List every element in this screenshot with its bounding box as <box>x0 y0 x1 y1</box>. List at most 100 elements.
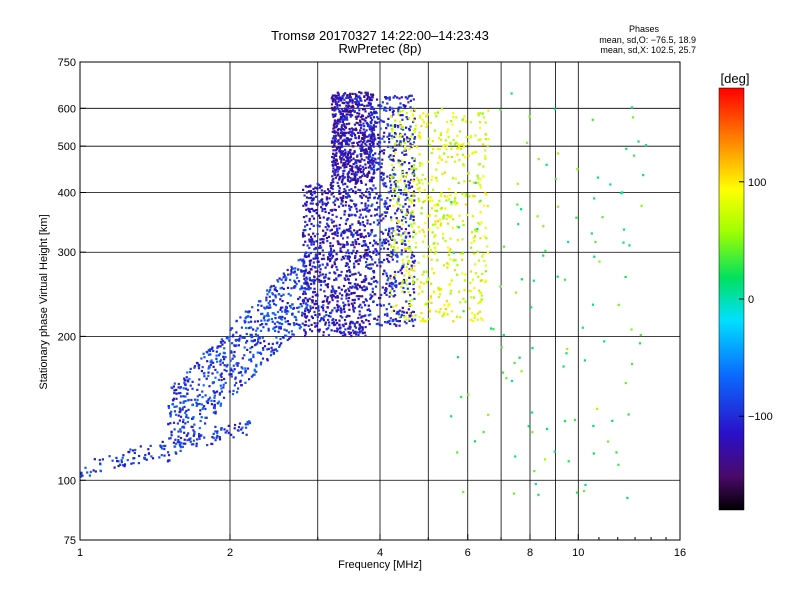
data-point <box>317 305 320 308</box>
data-point <box>326 283 330 286</box>
data-point <box>240 366 243 369</box>
data-point <box>220 387 223 390</box>
data-point <box>182 395 185 398</box>
data-point <box>307 233 310 236</box>
data-point <box>463 180 466 183</box>
data-point <box>207 398 210 401</box>
data-point <box>225 365 228 368</box>
data-point <box>449 248 452 251</box>
data-point <box>364 110 367 113</box>
data-point <box>163 447 166 451</box>
data-point <box>353 229 356 232</box>
data-point <box>341 121 345 124</box>
data-point <box>393 125 396 128</box>
data-point <box>407 239 410 243</box>
data-point <box>278 293 281 296</box>
data-point <box>99 462 102 465</box>
data-point <box>345 139 349 142</box>
data-point <box>396 255 399 259</box>
data-point <box>182 401 185 404</box>
data-point <box>318 328 321 331</box>
data-point <box>471 194 474 197</box>
data-point <box>235 381 238 384</box>
data-point <box>376 161 379 164</box>
data-point <box>366 206 369 210</box>
data-point <box>283 328 286 331</box>
data-point <box>421 173 424 176</box>
data-point <box>319 268 322 271</box>
data-point <box>345 251 348 254</box>
data-point <box>458 145 461 148</box>
data-point <box>202 352 205 355</box>
data-point <box>407 308 410 311</box>
data-point <box>567 240 570 244</box>
data-point <box>280 342 283 345</box>
data-point <box>345 315 348 318</box>
data-point <box>411 315 414 318</box>
data-point <box>348 113 351 116</box>
data-point <box>220 338 223 341</box>
data-point <box>544 458 547 461</box>
data-point <box>369 155 372 158</box>
data-point <box>235 319 238 322</box>
data-point <box>187 432 190 435</box>
data-point <box>303 287 306 290</box>
data-point <box>473 440 476 443</box>
data-point <box>434 234 437 237</box>
data-point <box>309 268 312 271</box>
data-point <box>263 345 267 348</box>
data-point <box>479 237 482 240</box>
data-point <box>358 209 361 212</box>
data-point <box>323 190 326 193</box>
data-point <box>500 346 503 349</box>
data-point <box>362 223 365 227</box>
data-point <box>356 250 359 253</box>
data-point <box>487 413 490 416</box>
data-point <box>352 152 355 155</box>
data-point <box>401 151 404 154</box>
data-point <box>203 405 206 408</box>
data-point <box>419 281 423 284</box>
data-point <box>307 255 310 258</box>
data-point <box>251 374 255 377</box>
data-point <box>458 290 461 293</box>
data-point <box>253 369 257 373</box>
data-point <box>333 144 336 147</box>
colorbar-label: [deg] <box>721 71 750 86</box>
data-point <box>371 133 374 136</box>
data-point <box>220 372 223 375</box>
data-point <box>316 322 319 325</box>
data-point <box>440 158 443 161</box>
data-point <box>350 292 353 295</box>
data-point <box>342 183 345 186</box>
data-point <box>346 172 349 175</box>
data-point <box>305 203 308 206</box>
data-point <box>394 183 397 186</box>
data-point <box>436 147 439 150</box>
data-point <box>410 94 413 97</box>
data-point <box>320 257 324 261</box>
data-point <box>338 305 341 308</box>
data-point <box>413 275 416 278</box>
data-point <box>209 353 212 356</box>
data-point <box>359 223 362 226</box>
data-point <box>338 323 341 326</box>
data-point <box>267 329 270 332</box>
data-point <box>368 282 371 285</box>
data-point <box>331 184 335 187</box>
data-point <box>385 290 388 293</box>
data-point <box>408 312 411 315</box>
data-point <box>428 199 431 202</box>
data-point <box>349 130 352 133</box>
data-point <box>446 313 449 316</box>
data-point <box>341 127 344 131</box>
data-point <box>381 213 384 216</box>
data-point <box>378 215 381 218</box>
data-point <box>399 178 402 181</box>
data-point <box>349 110 352 113</box>
data-point <box>368 143 371 146</box>
data-point <box>335 257 339 261</box>
data-point <box>427 245 431 248</box>
data-point <box>198 393 201 397</box>
data-point <box>108 455 111 458</box>
